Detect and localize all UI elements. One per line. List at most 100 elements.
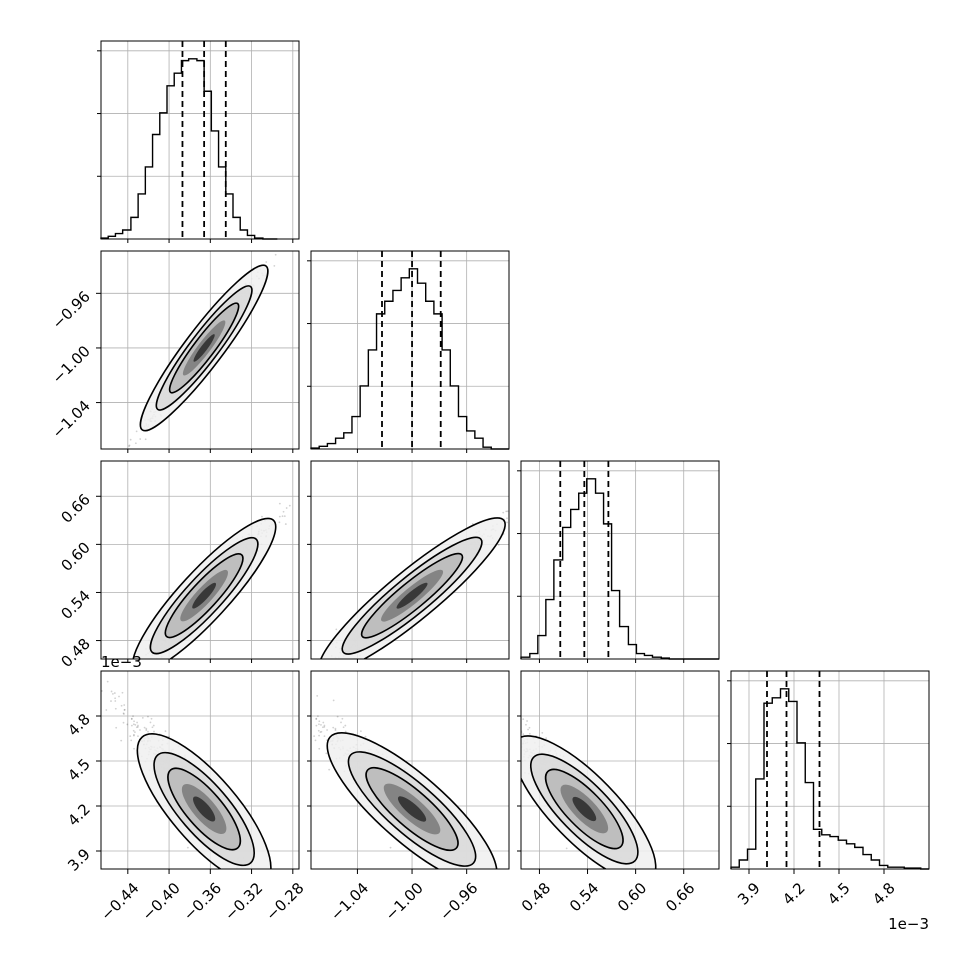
sample-point (282, 510, 285, 513)
sample-point (153, 730, 155, 733)
sample-point (137, 735, 139, 738)
sample-point (278, 521, 281, 524)
histogram-step-line (730, 688, 929, 870)
sample-point (336, 715, 339, 718)
sample-point (79, 690, 81, 692)
sample-point (120, 704, 123, 707)
sample-point (145, 669, 147, 671)
density-panel-3-0 (79, 670, 300, 870)
panel-frame (100, 670, 300, 870)
sample-point (128, 445, 130, 448)
sample-point (470, 687, 472, 689)
sample-point (325, 667, 327, 669)
sample-point (341, 660, 343, 662)
sample-point (276, 690, 278, 692)
sample-point (135, 726, 138, 729)
sample-point (334, 729, 337, 731)
density-fill (192, 582, 217, 609)
sample-point (290, 693, 292, 695)
sample-point (487, 712, 489, 714)
sample-point (246, 669, 248, 671)
sample-point (265, 261, 268, 263)
sample-point (130, 717, 133, 720)
sample-point (122, 698, 124, 700)
sample-point (143, 726, 146, 729)
sample-point (130, 724, 133, 727)
contour-line (326, 732, 498, 869)
sample-point (505, 728, 507, 730)
sample-point (301, 740, 303, 742)
sample-point (278, 502, 281, 505)
sample-point (332, 699, 335, 702)
sample-point (506, 521, 509, 524)
sample-point (147, 730, 149, 733)
sample-point (510, 519, 512, 521)
sample-point (306, 709, 308, 711)
sample-point (91, 686, 93, 688)
sample-point (341, 717, 344, 720)
sample-point (318, 734, 320, 737)
sample-point (518, 743, 520, 745)
contour-line (153, 751, 256, 867)
sample-point (283, 515, 286, 518)
sample-point (500, 727, 502, 729)
sample-point (123, 708, 126, 711)
sample-point (133, 747, 135, 750)
contour-line (168, 302, 240, 394)
histogram-panel-0 (97, 40, 300, 240)
sample-point (123, 704, 126, 706)
sample-point (345, 662, 347, 664)
density-panel-1-0 (100, 250, 300, 450)
sample-point (129, 675, 131, 677)
sample-point (323, 726, 326, 728)
sample-point (334, 727, 337, 730)
sample-point (506, 510, 509, 513)
sample-point (149, 721, 152, 724)
sample-point (326, 729, 328, 731)
sample-point (130, 739, 133, 742)
sample-point (499, 724, 501, 726)
histogram-panel-3 (727, 670, 930, 870)
density-fill (396, 582, 428, 609)
sample-point (144, 438, 147, 441)
sample-point (133, 734, 135, 737)
sample-point (318, 720, 321, 723)
sample-point (364, 735, 367, 738)
sample-point (130, 718, 133, 720)
panel-frame (100, 250, 300, 450)
sample-point (110, 700, 112, 702)
sample-point (448, 674, 450, 676)
sample-point (497, 543, 500, 546)
density-panel-2-0 (100, 460, 300, 700)
sample-point (115, 726, 118, 729)
sample-point (150, 717, 153, 720)
sample-point (519, 510, 521, 512)
sample-point (319, 666, 321, 668)
sample-point (515, 743, 517, 745)
sample-point (359, 730, 362, 733)
sample-point (527, 728, 529, 731)
sample-point (114, 707, 117, 710)
sample-point (110, 690, 113, 693)
sample-point (145, 727, 148, 730)
sample-point (319, 731, 322, 734)
density-fill (193, 334, 215, 362)
sample-point (512, 512, 514, 514)
sample-point (136, 721, 139, 724)
sample-point (272, 672, 274, 674)
sample-point (516, 515, 518, 517)
panel-frame (730, 670, 930, 870)
sample-point (323, 724, 326, 727)
sample-point (293, 697, 295, 699)
sample-point (305, 704, 307, 706)
contour-line (164, 553, 244, 639)
sample-point (496, 725, 498, 727)
sample-point (145, 667, 147, 669)
sample-point (305, 713, 307, 715)
sample-point (537, 499, 539, 501)
sample-point (116, 679, 118, 681)
sample-point (502, 511, 505, 514)
sample-point (284, 523, 287, 525)
sample-point (315, 718, 318, 720)
